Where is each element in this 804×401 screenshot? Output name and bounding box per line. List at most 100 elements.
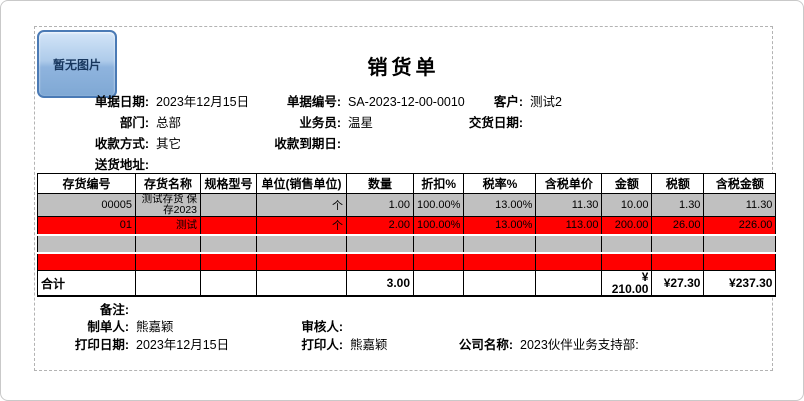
table-cell (256, 270, 347, 297)
table-cell (256, 251, 347, 271)
field-delivery-date-label: 交货日期: (468, 116, 523, 130)
table-cell: 个 (256, 193, 347, 217)
field-doc-no-value: SA-2023-12-00-0010 (348, 95, 465, 109)
field-doc-no-label: 单据编号: (286, 95, 341, 109)
table-cell (703, 251, 777, 271)
column-header: 存货名称 (135, 173, 201, 194)
column-header: 规格型号 (200, 173, 257, 194)
table-cell: 13.00% (463, 216, 537, 235)
table-cell (37, 251, 136, 271)
table-cell: 113.00 (535, 216, 603, 235)
field-company: 公司名称: 2023伙伴业务支持部: (413, 337, 639, 353)
table-cell (463, 270, 537, 297)
column-header: 税额 (651, 173, 705, 194)
table-cell: 1.30 (651, 193, 705, 217)
column-header: 折扣% (412, 173, 465, 194)
table-cell (135, 233, 201, 253)
table-cell (601, 233, 653, 253)
table-cell (463, 251, 537, 271)
field-customer-label: 客户: (493, 95, 523, 109)
table-row: 00005 测试存货 保存2023 个 1.00 100.00% 13.00% 11.30 1… (37, 193, 777, 217)
field-department-value: 总部 (156, 116, 182, 130)
field-creator: 制单人: 熊嘉颖 (37, 319, 174, 335)
total-row: 合计 3.00 ¥ 210.00 ¥27.30 ¥237.30 (37, 270, 777, 297)
table-cell (412, 251, 465, 271)
field-company-label: 公司名称: (458, 338, 513, 352)
table-cell: 11.30 (703, 193, 777, 217)
field-printer-value: 熊嘉颖 (350, 338, 388, 352)
table-cell (37, 233, 136, 253)
table-cell (200, 270, 257, 297)
field-printer: 打印人: 熊嘉颖 (251, 337, 388, 353)
table-cell: 100.00% (412, 216, 465, 235)
table-cell (463, 233, 537, 253)
table-cell (651, 233, 705, 253)
table-cell: 00005 (37, 193, 136, 217)
table-cell: 2.00 (346, 216, 414, 235)
table-cell (200, 251, 257, 271)
table-cell (651, 251, 705, 271)
column-header: 含税金额 (703, 173, 777, 194)
table-cell: 10.00 (601, 193, 653, 217)
field-customer: 客户: 测试2 (433, 94, 562, 110)
field-doc-date: 单据日期: 2023年12月15日 (37, 94, 249, 110)
table-row: 01 测试 个 2.00 100.00% 13.00% 113.00 200.00 26.00 2… (37, 216, 777, 235)
table-cell: 13.00% (463, 193, 537, 217)
column-header: 含税单价 (535, 173, 603, 194)
field-remark-label: 备注: (99, 303, 129, 317)
table-cell: ¥27.30 (651, 270, 705, 297)
column-header: 单位(销售单位) (256, 173, 347, 194)
table-cell (535, 251, 603, 271)
field-salesperson-label: 业务员: (299, 116, 341, 130)
field-company-value: 2023伙伴业务支持部: (520, 338, 639, 352)
field-reviewer-label: 审核人: (301, 320, 343, 334)
field-payment-method-label: 收款方式: (94, 137, 149, 151)
table-cell: 100.00% (412, 193, 465, 217)
table-cell (200, 216, 257, 235)
table-row (37, 233, 777, 253)
table-cell: 1.00 (346, 193, 414, 217)
table-cell: 测试 (135, 216, 201, 235)
field-doc-date-value: 2023年12月15日 (156, 95, 250, 109)
field-creator-label: 制单人: (87, 320, 129, 334)
field-department-label: 部门: (119, 116, 149, 130)
column-header: 存货编号 (37, 173, 136, 194)
items-table-header-row: 存货编号 存货名称 规格型号 单位(销售单位) 数量 折扣% 税率% 含税单价 金额 税额 含税金额 (37, 173, 777, 194)
field-salesperson-value: 温星 (348, 116, 374, 130)
table-cell (346, 251, 414, 271)
field-remark: 备注: (37, 302, 136, 318)
table-cell (135, 270, 201, 297)
table-cell: 3.00 (346, 270, 414, 297)
table-cell: 200.00 (601, 216, 653, 235)
table-cell: 合计 (37, 270, 136, 297)
table-cell: ¥237.30 (703, 270, 777, 297)
column-header: 税率% (463, 173, 537, 194)
table-cell: 11.30 (535, 193, 603, 217)
column-header: 金额 (601, 173, 653, 194)
field-payment-method-value: 其它 (156, 137, 182, 151)
table-cell (412, 233, 465, 253)
field-doc-no: 单据编号: SA-2023-12-00-0010 (231, 94, 465, 110)
field-payment-due: 收款到期日: (231, 136, 348, 152)
table-cell (200, 193, 257, 217)
field-delivery-date: 交货日期: (433, 115, 530, 131)
field-print-date: 打印日期: 2023年12月15日 (37, 337, 229, 353)
field-print-date-value: 2023年12月15日 (136, 338, 230, 352)
table-cell (412, 270, 465, 297)
items-table-body: 00005 测试存货 保存2023 个 1.00 100.00% 13.00% 11.30 1… (37, 193, 777, 297)
field-payment-due-label: 收款到期日: (274, 137, 341, 151)
field-creator-value: 熊嘉颖 (136, 320, 174, 334)
field-reviewer: 审核人: (251, 319, 350, 335)
column-header: 数量 (346, 173, 414, 194)
field-delivery-address: 送货地址: (37, 157, 156, 173)
table-cell: 个 (256, 216, 347, 235)
table-cell: 226.00 (703, 216, 777, 235)
no-image-placeholder-button[interactable]: 暂无图片 (37, 30, 117, 98)
table-cell (256, 233, 347, 253)
field-doc-date-label: 单据日期: (94, 95, 149, 109)
field-printer-label: 打印人: (301, 338, 343, 352)
field-department: 部门: 总部 (37, 115, 181, 131)
field-delivery-address-label: 送货地址: (94, 158, 149, 172)
field-salesperson: 业务员: 温星 (231, 115, 373, 131)
field-customer-value: 测试2 (530, 95, 562, 109)
